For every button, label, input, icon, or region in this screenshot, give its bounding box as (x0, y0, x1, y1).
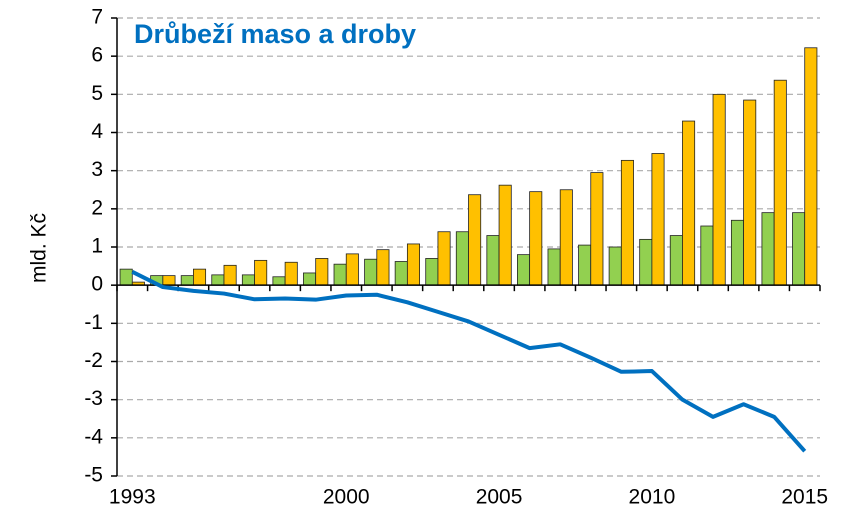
y-tick-label: 7 (91, 6, 103, 29)
bar (486, 235, 500, 286)
bar (651, 153, 665, 286)
bar (455, 231, 469, 286)
y-tick-label: 1 (91, 235, 103, 258)
bar (620, 159, 634, 286)
bar (193, 268, 207, 286)
bar (590, 172, 604, 286)
bar (119, 268, 133, 286)
y-axis-label: mld. Kč (28, 213, 51, 283)
y-tick-label: 3 (91, 158, 103, 181)
bar (730, 219, 744, 286)
bar (547, 248, 561, 286)
bar (608, 246, 622, 286)
bar (180, 275, 194, 286)
bar (792, 212, 806, 286)
bar (364, 258, 378, 286)
bar (529, 191, 543, 286)
bar (559, 189, 573, 286)
bar (498, 184, 512, 286)
bar (241, 274, 255, 286)
x-tick-label: 2000 (323, 486, 370, 509)
bar (804, 47, 818, 286)
bar (284, 261, 298, 286)
bar (425, 258, 439, 286)
bar (345, 253, 359, 286)
bar (394, 261, 408, 286)
bar (315, 258, 329, 286)
y-tick-label: 4 (91, 120, 103, 143)
x-tick-label: 2015 (781, 486, 828, 509)
y-tick-label: -4 (84, 425, 103, 448)
bar (639, 238, 653, 286)
y-tick-label: -1 (84, 311, 103, 334)
bar (211, 274, 225, 286)
line (131, 270, 807, 453)
bar (712, 93, 726, 286)
bar (254, 259, 268, 286)
bar (517, 254, 531, 286)
bar (578, 244, 592, 286)
bar (162, 275, 176, 286)
y-tick-label: 2 (91, 196, 103, 219)
bar (272, 276, 286, 286)
bar (743, 99, 757, 286)
bar (682, 120, 696, 286)
bar (406, 243, 420, 286)
y-tick-label: -5 (84, 464, 103, 487)
y-tick-label: -3 (84, 387, 103, 410)
bar (223, 264, 237, 286)
bar (669, 235, 683, 286)
bar (468, 194, 482, 286)
y-tick-label: -2 (84, 349, 103, 372)
x-tick-label: 1993 (109, 486, 156, 509)
x-tick-label: 2010 (629, 486, 676, 509)
bar (773, 79, 787, 286)
y-tick-label: 6 (91, 44, 103, 67)
bar (761, 212, 775, 286)
chart-title: Drůbeží maso a droby (134, 19, 416, 49)
y-tick-label: 5 (91, 82, 103, 105)
bar (376, 249, 390, 286)
bar (333, 263, 347, 286)
bar (437, 231, 451, 286)
bar (303, 272, 317, 286)
bar (700, 225, 714, 286)
y-tick-label: 0 (91, 273, 103, 296)
x-tick-label: 2005 (476, 486, 523, 509)
